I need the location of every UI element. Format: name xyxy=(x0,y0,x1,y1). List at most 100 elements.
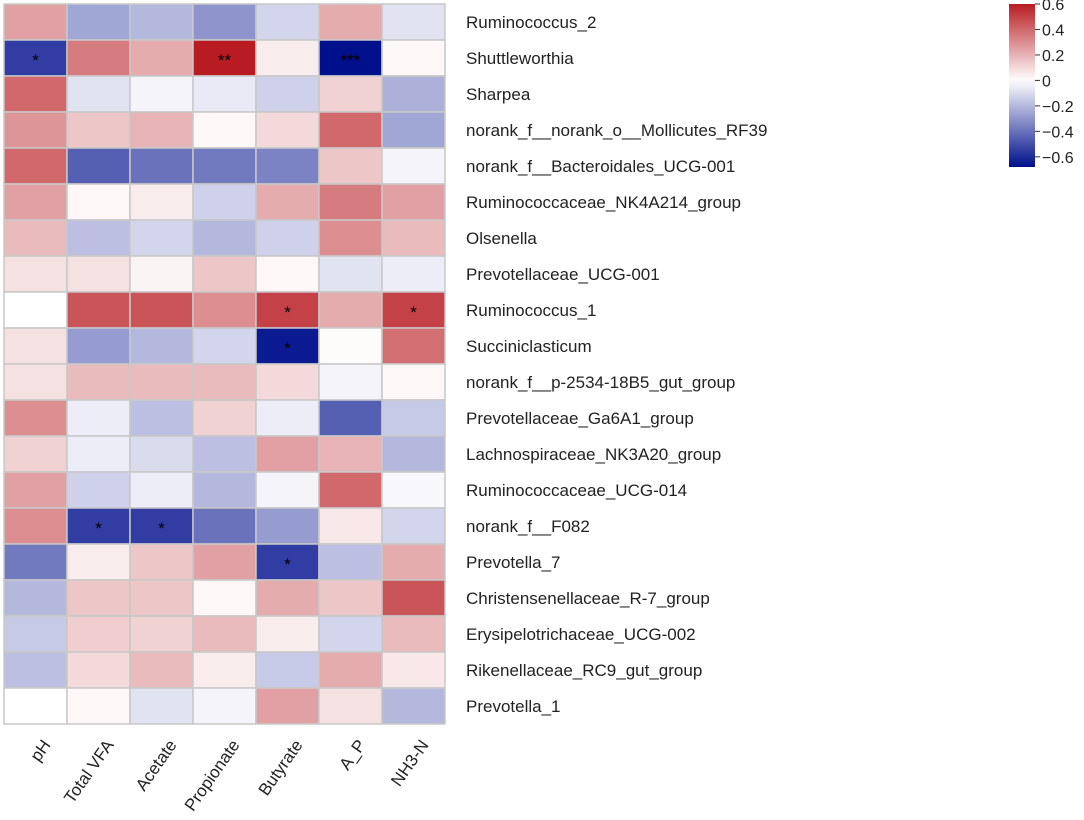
heatmap-cell xyxy=(318,507,383,545)
heatmap-cell xyxy=(66,255,131,293)
row-label: Prevotellaceae_UCG-001 xyxy=(466,265,660,284)
heatmap-cell xyxy=(192,75,257,113)
heatmap-cell xyxy=(255,75,320,113)
heatmap-cell xyxy=(192,147,257,185)
heatmap-cell xyxy=(381,327,446,365)
heatmap-cell xyxy=(66,291,131,329)
heatmap-cell xyxy=(381,435,446,473)
heatmap-cell xyxy=(66,363,131,401)
row-label: Prevotella_7 xyxy=(466,553,561,572)
heatmap-cell xyxy=(66,543,131,581)
row-labels: Ruminococcus_2 Shuttleworthia Sharpea noran… xyxy=(466,13,767,716)
heatmap-cell xyxy=(318,687,383,725)
heatmap-cell xyxy=(381,579,446,617)
heatmap-cell xyxy=(255,435,320,473)
heatmap-cell xyxy=(192,363,257,401)
heatmap-cell xyxy=(318,183,383,221)
heatmap-cell xyxy=(3,507,68,545)
heatmap-cell xyxy=(192,327,257,365)
heatmap-cell xyxy=(318,579,383,617)
heatmap-cell xyxy=(3,219,68,257)
heatmap-cell xyxy=(192,543,257,581)
significance-mark: * xyxy=(158,519,165,538)
heatmap-cell xyxy=(255,507,320,545)
heatmap-cell xyxy=(129,399,194,437)
heatmap-cell xyxy=(66,39,131,77)
significance-mark: * xyxy=(32,51,39,70)
heatmap-cell xyxy=(129,687,194,725)
heatmap-cell xyxy=(3,543,68,581)
heatmap-cell xyxy=(192,399,257,437)
heatmap-cell xyxy=(129,579,194,617)
heatmap-cell xyxy=(255,579,320,617)
row-label: Ruminococcaceae_UCG-014 xyxy=(466,481,687,500)
column-label: Total VFA xyxy=(60,736,118,807)
column-label: pH xyxy=(27,736,55,765)
heatmap-cell xyxy=(255,3,320,41)
heatmap-cell xyxy=(381,651,446,689)
heatmap-cell xyxy=(318,219,383,257)
significance-mark: ** xyxy=(218,51,232,70)
column-label: Acetate xyxy=(132,736,181,794)
row-label: Lachnospiraceae_NK3A20_group xyxy=(466,445,721,464)
heatmap-cell xyxy=(66,3,131,41)
heatmap-cell xyxy=(318,147,383,185)
heatmap-cell xyxy=(3,291,68,329)
heatmap-cell xyxy=(381,543,446,581)
heatmap-cell xyxy=(381,471,446,509)
heatmap-cell xyxy=(255,687,320,725)
heatmap-cell xyxy=(192,471,257,509)
heatmap-cell xyxy=(129,147,194,185)
column-label: Butyrate xyxy=(255,736,307,799)
heatmap-cell xyxy=(192,111,257,149)
heatmap-cell xyxy=(3,651,68,689)
heatmap-cell xyxy=(66,399,131,437)
heatmap-cell xyxy=(66,75,131,113)
colorbar-ticks: 0.6 0.4 0.2 0 −0.2 −0.4 −0.6 xyxy=(1035,0,1074,167)
significance-mark: * xyxy=(284,555,291,574)
row-label: norank_f__F082 xyxy=(466,517,590,536)
heatmap-cell xyxy=(381,687,446,725)
heatmap-cell xyxy=(192,507,257,545)
heatmap-cell xyxy=(381,399,446,437)
row-label: Christensenellaceae_R-7_group xyxy=(466,589,710,608)
heatmap-cell xyxy=(255,39,320,77)
heatmap-cell xyxy=(129,111,194,149)
heatmap-cell xyxy=(381,219,446,257)
heatmap-cell xyxy=(381,363,446,401)
heatmap-cell xyxy=(381,507,446,545)
significance-mark: * xyxy=(410,303,417,322)
significance-mark: * xyxy=(284,303,291,322)
heatmap-cell xyxy=(129,255,194,293)
heatmap-cell xyxy=(66,219,131,257)
row-label: Ruminococcaceae_NK4A214_group xyxy=(466,193,741,212)
heatmap-cell xyxy=(381,39,446,77)
heatmap-cell xyxy=(3,327,68,365)
heatmap-cell xyxy=(3,615,68,653)
heatmap-cell xyxy=(255,471,320,509)
heatmap-cell xyxy=(192,183,257,221)
heatmap-cell xyxy=(66,579,131,617)
heatmap-cell xyxy=(66,111,131,149)
row-label: Succiniclasticum xyxy=(466,337,592,356)
heatmap-cell xyxy=(129,471,194,509)
heatmap-cell xyxy=(3,111,68,149)
heatmap-cell xyxy=(381,3,446,41)
colorbar-tick-label: 0.6 xyxy=(1042,0,1064,14)
heatmap-cell xyxy=(318,75,383,113)
column-labels: pH Total VFA Acetate Propionate Butyrate A_P N… xyxy=(27,736,433,815)
heatmap-cell xyxy=(192,219,257,257)
heatmap-cells xyxy=(3,3,446,725)
row-label: Erysipelotrichaceae_UCG-002 xyxy=(466,625,696,644)
row-label: norank_f__norank_o__Mollicutes_RF39 xyxy=(466,121,767,140)
heatmap-cell xyxy=(192,615,257,653)
row-label: Ruminococcus_2 xyxy=(466,13,596,32)
row-label: norank_f__p-2534-18B5_gut_group xyxy=(466,373,735,392)
heatmap-cell xyxy=(66,471,131,509)
row-label: Rikenellaceae_RC9_gut_group xyxy=(466,661,702,680)
heatmap-cell xyxy=(318,255,383,293)
heatmap-cell xyxy=(318,327,383,365)
heatmap-cell xyxy=(381,255,446,293)
colorbar-tick-label: 0 xyxy=(1042,73,1051,90)
